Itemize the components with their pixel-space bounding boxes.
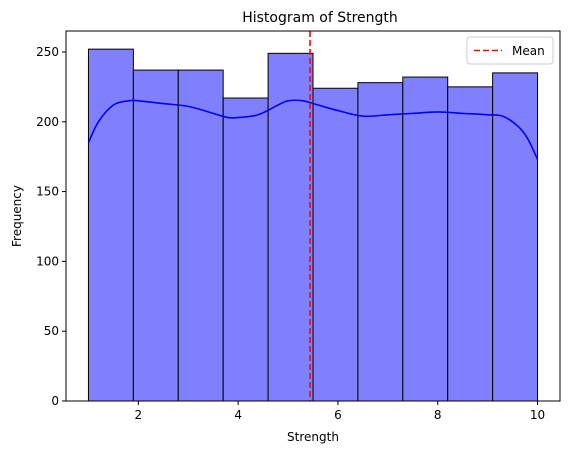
x-tick-label: 2 [135,408,143,422]
x-tick-label: 10 [530,408,545,422]
kde-layer [87,99,539,160]
x-tick-label: 4 [234,408,242,422]
histogram-bar [87,48,134,402]
x-axis-ticks: 2 4 6 8 10 [135,401,545,422]
legend-box [466,36,554,65]
histogram-bar [312,87,359,402]
histogram-bar [492,72,539,402]
y-axis-label: Frequency [10,185,24,247]
histogram-bar [357,82,404,402]
x-tick-label: 6 [334,408,342,422]
y-axis-ticks: 0 50 100 150 200 250 [36,45,66,408]
kde-curve [87,99,539,160]
histogram-bar [222,97,269,402]
legend: Mean [466,36,554,65]
y-tick-label: 150 [36,185,59,199]
y-tick-label: 0 [51,394,59,408]
histogram-bar [177,69,224,402]
histogram-bar [132,69,179,402]
x-tick-label: 8 [434,408,442,422]
x-axis-label: Strength [287,430,339,444]
histogram-bar [402,76,449,402]
histogram-bar [267,52,314,402]
plot-frame [65,30,561,402]
y-tick-label: 200 [36,115,59,129]
histogram-bar [447,86,494,402]
y-tick-label: 100 [36,254,59,268]
chart-title: Histogram of Strength [242,10,398,26]
y-tick-label: 250 [36,45,59,59]
legend-mean-label: Mean [512,44,545,58]
y-tick-label: 50 [44,324,59,338]
bars-layer [87,48,539,402]
